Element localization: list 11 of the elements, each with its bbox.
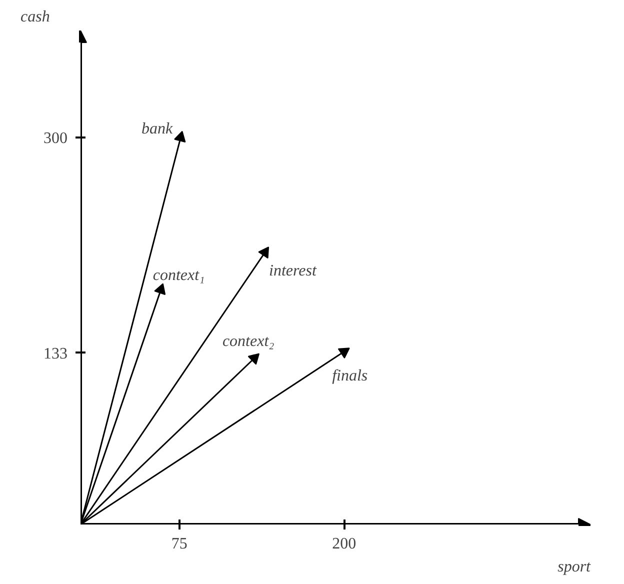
y-tick-label: 300 (44, 130, 68, 148)
y-tick-label: 133 (44, 345, 68, 362)
x-tick-label: 75 (171, 536, 188, 552)
series-label: context₂ (222, 333, 275, 350)
series-label: interest (268, 262, 317, 280)
x-axis-title: sport (558, 558, 592, 576)
x-tick-label: 200 (332, 536, 356, 552)
series-label: bank (142, 120, 174, 138)
series-label: context₁ (152, 266, 205, 284)
series-label: finals (332, 368, 368, 385)
y-axis-title: cash (20, 8, 50, 26)
